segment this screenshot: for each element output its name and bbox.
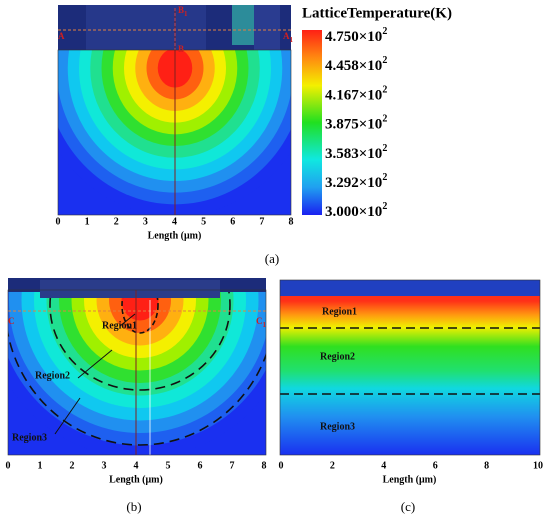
caption: (b): [126, 499, 141, 514]
x-tick-label: 1: [85, 216, 90, 227]
point-sub: 1: [263, 321, 267, 329]
x-tick-label: 3: [102, 460, 107, 471]
region-boundary: [8, 329, 266, 446]
arrow: [54, 397, 81, 435]
x-tick-label: 0: [6, 460, 11, 471]
colorbar-label: 4.750×102: [325, 26, 387, 45]
x-tick-label: 5: [166, 460, 171, 471]
colorbar-label: 3.000×102: [325, 201, 387, 220]
region-label: Region3: [12, 432, 47, 443]
point-label: C: [8, 316, 15, 326]
x-tick-label: 4: [134, 460, 139, 471]
x-tick-label: 4: [172, 216, 177, 227]
device-part: [232, 5, 254, 45]
colorbar-label: 3.292×102: [325, 172, 387, 191]
x-tick-label: 7: [259, 216, 264, 227]
label-exp: 2: [382, 55, 387, 66]
x-tick-label: 6: [230, 216, 235, 227]
device-part: [40, 280, 220, 298]
x-tick-label: 3: [143, 216, 148, 227]
label-exp: 2: [382, 114, 387, 125]
point-sub: 1: [290, 36, 294, 44]
label-base: 3.583×10: [325, 146, 382, 162]
region-label: Region1: [102, 320, 137, 331]
region-boundary: [49, 290, 231, 391]
label-base: 4.458×10: [325, 59, 382, 75]
frame: [279, 279, 541, 456]
x-tick-label: 0: [56, 216, 61, 227]
colorbar: [302, 30, 322, 215]
point-label: A: [58, 31, 65, 41]
x-tick-label: 8: [289, 216, 294, 227]
x-tick-label: 2: [330, 460, 335, 471]
x-tick-label: 8: [484, 460, 489, 471]
point-label: C1: [256, 316, 267, 329]
point-sub: 1: [184, 10, 188, 18]
frame: [57, 49, 292, 216]
x-axis-label: Length (μm): [383, 474, 437, 485]
label-base: 4.750×10: [325, 29, 382, 45]
region-label: Region2: [320, 351, 355, 362]
point-text: A: [283, 31, 290, 41]
x-tick-label: 0: [279, 460, 284, 471]
arrow: [119, 313, 136, 327]
region-label: Region2: [35, 370, 70, 381]
colorbar-title: LatticeTemperature(K): [302, 5, 452, 21]
x-tick-label: 4: [381, 460, 386, 471]
x-tick-label: 6: [198, 460, 203, 471]
x-tick-label: 1: [38, 460, 43, 471]
device-part: [86, 5, 206, 50]
x-tick-label: 7: [230, 460, 235, 471]
point-label: A1: [283, 31, 294, 44]
point-label: B: [178, 44, 184, 54]
label-exp: 2: [382, 85, 387, 96]
label-base: 4.167×10: [325, 88, 382, 104]
point-text: B: [178, 44, 184, 54]
x-axis-label: Length (μm): [109, 474, 163, 485]
colorbar-label: 3.875×102: [325, 114, 387, 133]
region-label: Region1: [322, 306, 357, 317]
label-exp: 2: [382, 172, 387, 183]
label-base: 3.000×10: [325, 205, 382, 221]
colorbar-label: 4.167×102: [325, 85, 387, 104]
point-text: C: [8, 316, 15, 326]
label-exp: 2: [382, 201, 387, 212]
point-text: B: [178, 5, 184, 15]
device-part: [254, 5, 280, 50]
x-tick-label: 6: [433, 460, 438, 471]
colorbar-label: 3.583×102: [325, 143, 387, 162]
x-tick-label: 5: [201, 216, 206, 227]
point-label: B1: [178, 5, 188, 18]
x-tick-label: 2: [114, 216, 119, 227]
label-exp: 2: [382, 26, 387, 37]
caption: (a): [265, 251, 279, 266]
heatmap-a: [58, 50, 291, 215]
label-exp: 2: [382, 143, 387, 154]
arrow: [77, 349, 113, 379]
x-tick-label: 8: [262, 460, 267, 471]
x-axis-label: Length (μm): [148, 230, 202, 241]
point-text: C: [256, 316, 263, 326]
label-base: 3.292×10: [325, 175, 382, 191]
label-base: 3.875×10: [325, 117, 382, 133]
x-tick-label: 10: [533, 460, 543, 471]
region-label: Region3: [320, 421, 355, 432]
caption: (c): [401, 499, 415, 514]
colorbar-label: 4.458×102: [325, 55, 387, 74]
band-top: [280, 280, 540, 296]
frame: [7, 289, 267, 456]
x-tick-label: 2: [70, 460, 75, 471]
region-boundary: [121, 290, 159, 334]
point-text: A: [58, 31, 65, 41]
heatmap-c: [280, 280, 540, 455]
heatmap-b: [8, 290, 266, 455]
